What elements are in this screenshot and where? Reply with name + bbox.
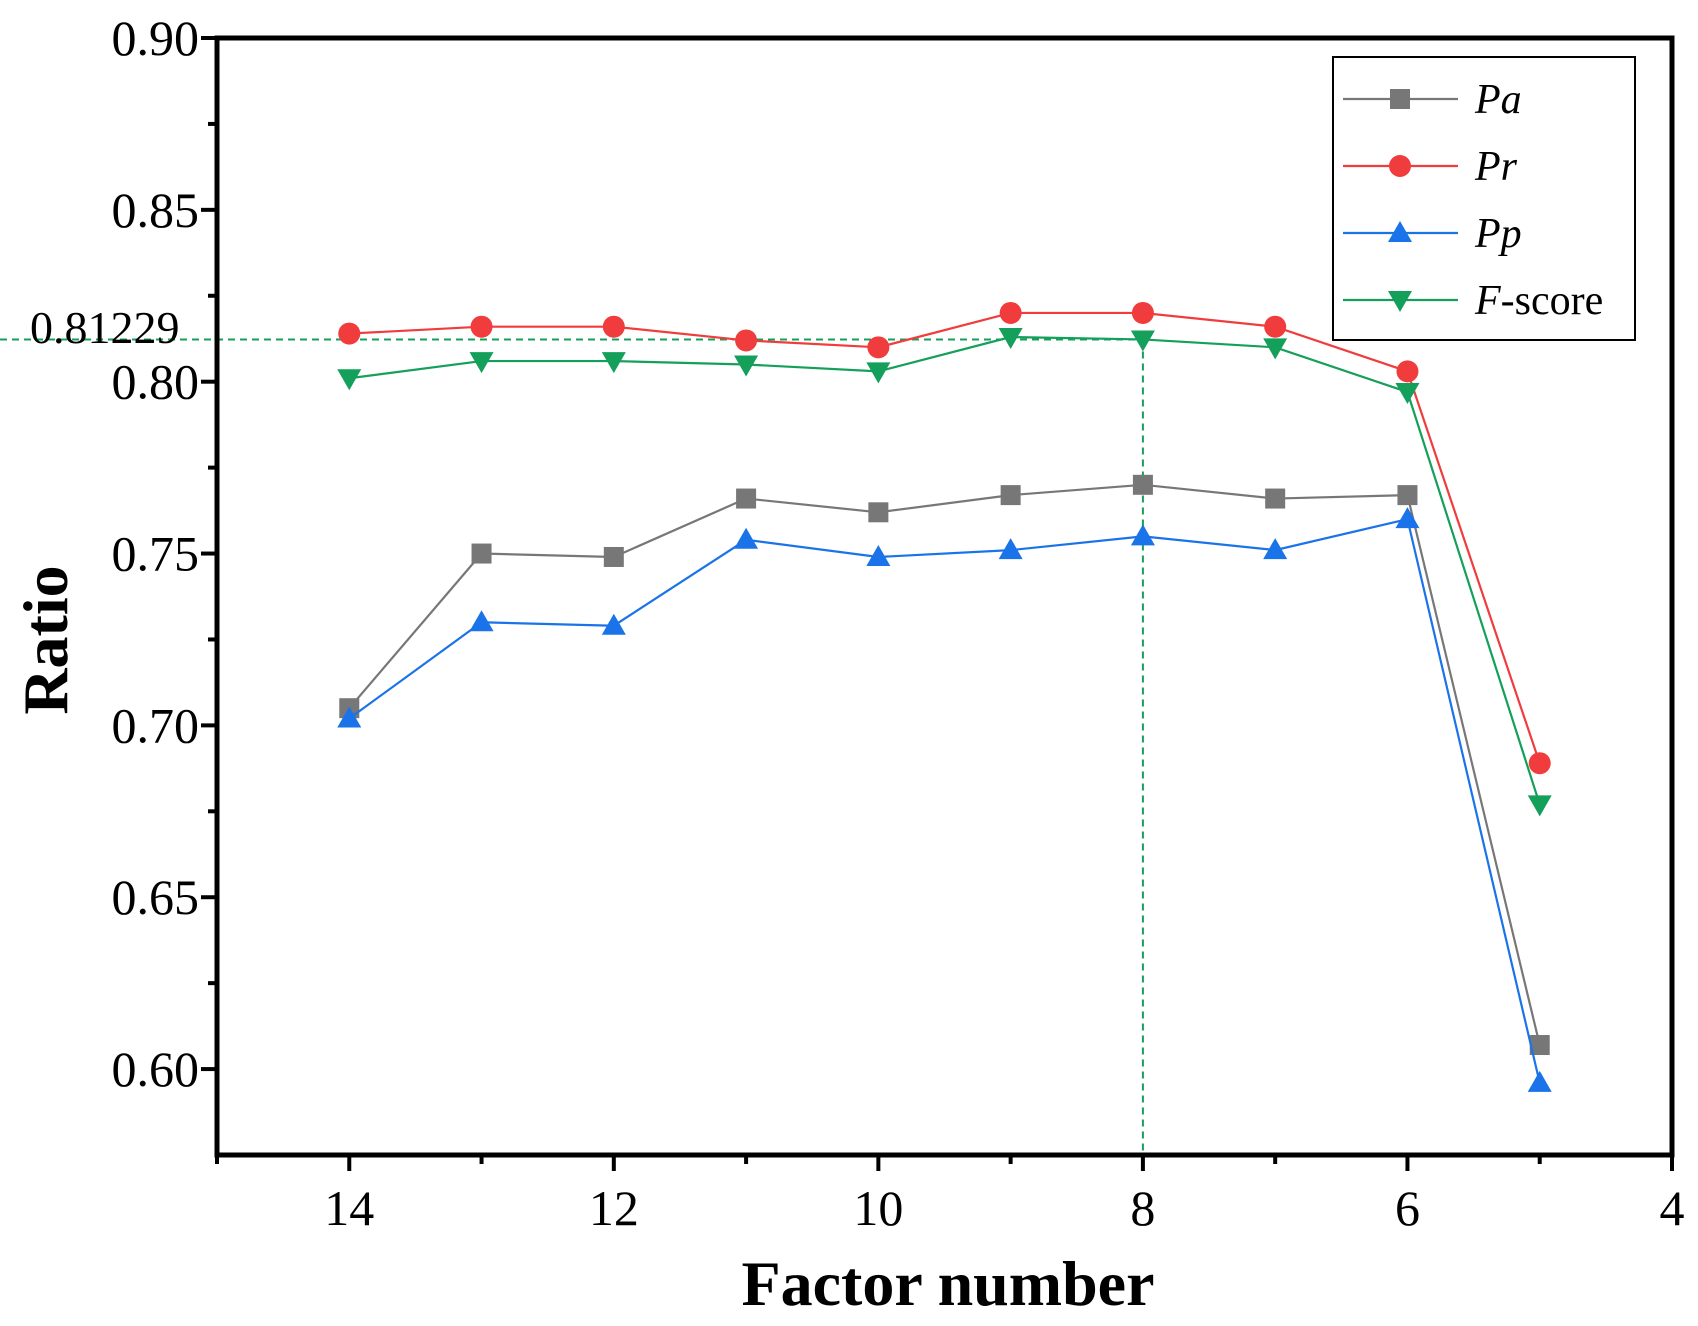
data-point <box>1527 795 1552 817</box>
series-line <box>349 311 1541 764</box>
legend-label: Pp <box>1474 211 1522 257</box>
series-line <box>348 483 1541 1046</box>
x-tick-label: 4 <box>1660 1180 1685 1236</box>
data-point <box>866 362 891 384</box>
legend: Pa Pr Pp F-score <box>1332 56 1636 341</box>
data-point <box>338 322 361 345</box>
y-tick-label: 0.80 <box>112 354 200 410</box>
data-point <box>1132 474 1153 495</box>
x-tick-label: 8 <box>1130 1180 1155 1236</box>
legend-label: F-score <box>1474 278 1603 324</box>
data-point <box>1263 338 1288 360</box>
y-tick-label: 0.85 <box>112 182 200 238</box>
series-f-score <box>337 328 1552 817</box>
x-axis-title: Factor number <box>742 1248 1155 1319</box>
data-point <box>603 546 624 567</box>
data-point <box>1397 485 1418 506</box>
legend-label: Pa <box>1474 77 1522 123</box>
data-point <box>998 328 1023 350</box>
data-point <box>337 369 362 391</box>
data-point <box>469 352 494 374</box>
legend-marker <box>1388 291 1412 312</box>
data-point <box>1528 752 1551 775</box>
legend-marker <box>1388 221 1412 242</box>
data-point <box>1000 485 1021 506</box>
data-point <box>1527 1070 1552 1092</box>
data-point <box>1131 301 1154 324</box>
legend-box <box>1332 56 1636 341</box>
data-point <box>469 610 494 632</box>
data-point <box>1130 524 1155 546</box>
series-group <box>337 301 1552 1092</box>
y-tick-label: 0.90 <box>112 10 200 66</box>
series-line <box>349 335 1541 805</box>
data-point <box>734 527 759 549</box>
data-point <box>734 355 759 377</box>
data-point <box>601 352 626 374</box>
data-point <box>602 315 625 338</box>
y-axis-title: Ratio <box>10 565 81 714</box>
data-point <box>470 315 493 338</box>
data-point <box>1395 507 1420 529</box>
data-point <box>868 502 889 523</box>
x-tick-label: 10 <box>853 1180 903 1236</box>
data-point <box>867 336 890 359</box>
data-point <box>1265 488 1286 509</box>
axes: 14 12 10 8 6 4 0.60 0.65 0.70 0.75 0.80 0.85 0.90 <box>112 10 1685 1236</box>
data-point <box>735 329 758 352</box>
series-pr <box>338 301 1551 775</box>
data-point <box>1130 330 1155 352</box>
x-tick-label: 14 <box>324 1180 374 1236</box>
data-point <box>1529 1035 1550 1056</box>
series-line <box>348 517 1541 1084</box>
data-point <box>1264 315 1287 338</box>
data-point <box>1263 538 1288 560</box>
y-tick-label: 0.70 <box>112 697 200 753</box>
legend-label: Pr <box>1474 144 1518 190</box>
data-point <box>471 543 492 564</box>
x-tick-label: 6 <box>1395 1180 1420 1236</box>
data-point <box>736 488 757 509</box>
data-point <box>337 706 362 728</box>
series-pa <box>339 474 1550 1056</box>
legend-marker <box>1389 155 1411 177</box>
reference-value-label: 0.81229 <box>30 302 180 353</box>
data-point <box>866 544 891 566</box>
data-point <box>601 613 626 635</box>
x-tick-label: 12 <box>589 1180 639 1236</box>
data-point <box>1395 383 1420 405</box>
legend-marker <box>1390 89 1410 109</box>
y-tick-label: 0.75 <box>112 526 200 582</box>
data-point <box>1396 360 1419 383</box>
data-point <box>999 301 1022 324</box>
y-tick-label: 0.65 <box>112 869 200 925</box>
plot-frame <box>214 35 1675 1158</box>
data-point <box>998 538 1023 560</box>
series-pp <box>337 507 1552 1092</box>
y-tick-label: 0.60 <box>112 1041 200 1097</box>
